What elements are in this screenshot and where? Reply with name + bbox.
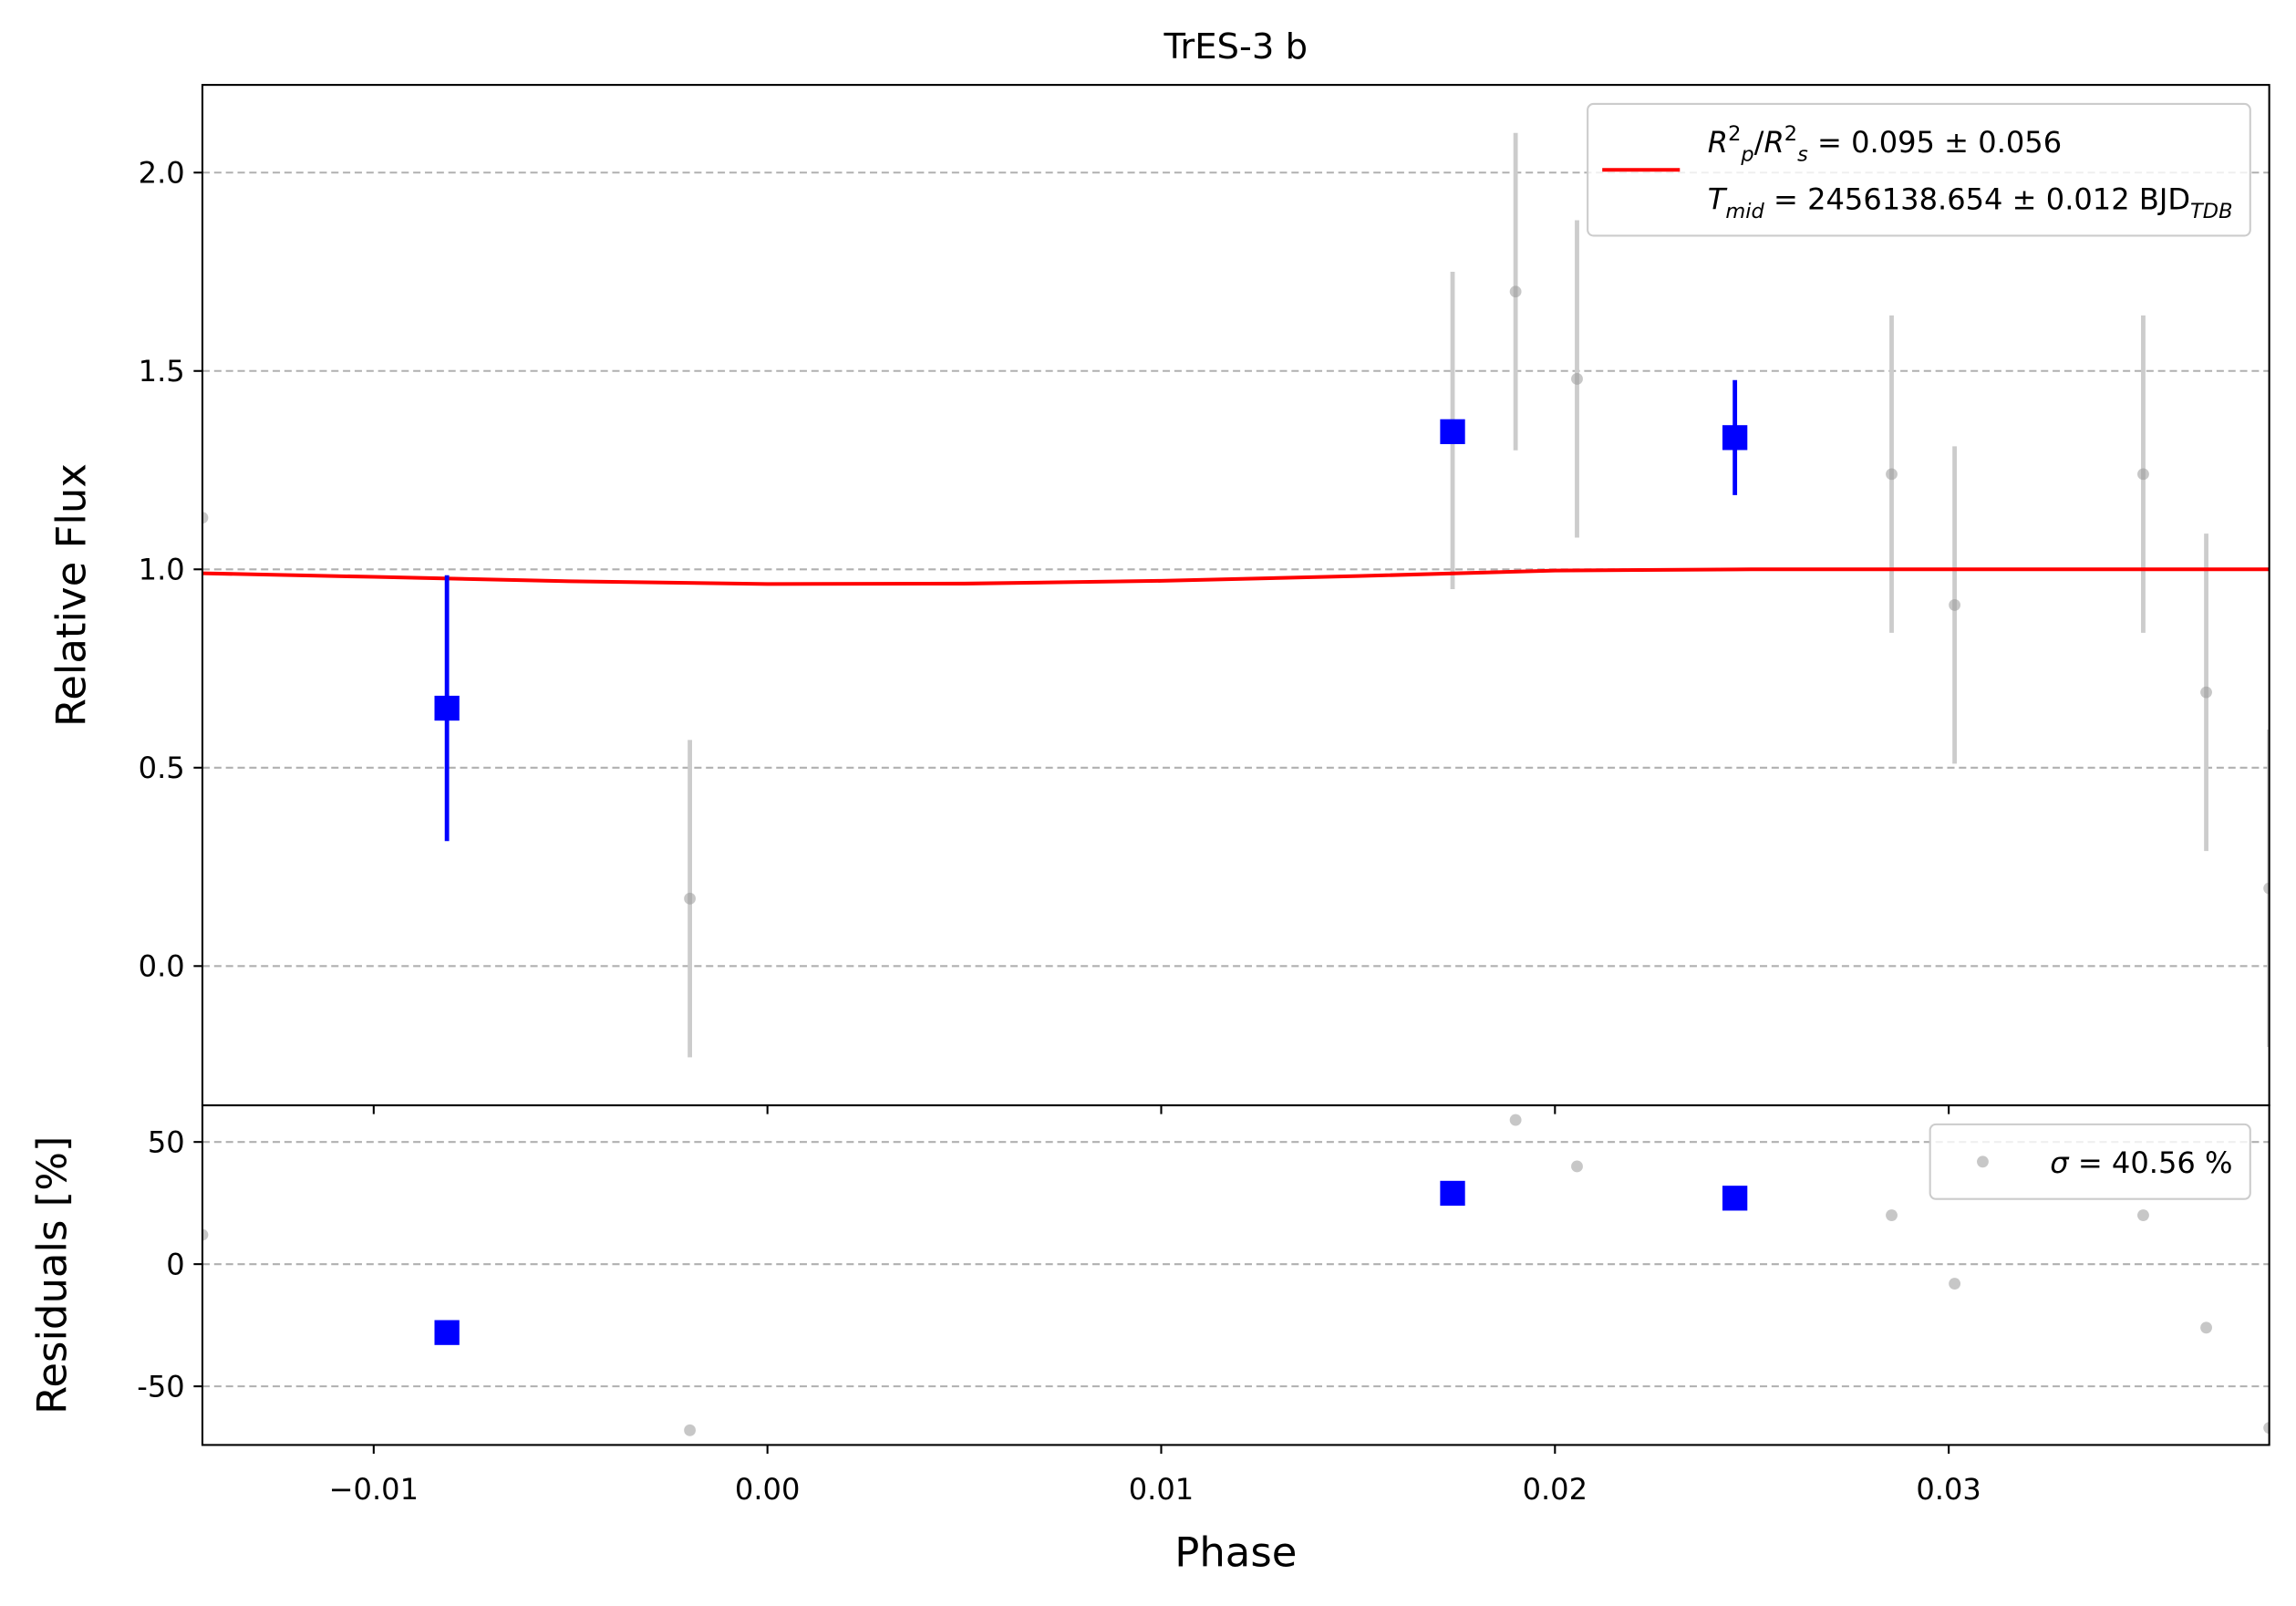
data-point (202, 1228, 209, 1241)
legend-text-run: mid (1725, 200, 1764, 223)
binned-point (434, 695, 460, 721)
data-point (2200, 1321, 2212, 1334)
data-point (1509, 285, 1522, 298)
legend-text-run: = 0.095 ± 0.056 (1808, 125, 2062, 160)
legend-text-run: R (1708, 125, 1728, 160)
binned-point (434, 1320, 460, 1345)
data-point (1886, 1209, 1898, 1221)
data-point (684, 892, 697, 905)
legend-box (1587, 102, 2251, 237)
legend: σ = 40.56 % (1929, 1123, 2251, 1200)
data-point (1571, 373, 1583, 385)
legend-label: σ = 40.56 % (2050, 1145, 2232, 1180)
data-point (684, 1424, 697, 1436)
binned-point (1440, 419, 1465, 444)
y-tick-label: 1.5 (139, 354, 185, 389)
y-tick-label: -50 (137, 1369, 184, 1404)
legend-text-run: s (1797, 143, 1808, 167)
data-point (2263, 1422, 2270, 1435)
binned-point (1440, 1180, 1465, 1207)
y-tick-label: 50 (148, 1124, 185, 1159)
x-axis-label: Phase (1174, 1528, 1297, 1577)
data-point (1886, 468, 1898, 481)
y-axis-label: Relative Flux (47, 463, 96, 727)
model-line (202, 567, 2270, 586)
legend-marker (1977, 1155, 1989, 1168)
x-tick-label: 0.03 (1916, 1472, 1981, 1507)
x-tick-label: 0.00 (735, 1472, 800, 1507)
axes-frame (201, 1103, 2270, 1446)
legend-text-run: = 40.56 % (2069, 1145, 2233, 1180)
legend-text-run: 2 (1728, 122, 1741, 146)
data-point (2137, 468, 2149, 481)
legend-text-run: σ (2050, 1145, 2070, 1180)
data-point (1949, 599, 1961, 611)
data-point (2137, 1209, 2149, 1221)
legend-text-run: p (1740, 143, 1753, 167)
y-tick-label: 0 (166, 1247, 184, 1281)
y-tick-label: 0.5 (139, 751, 185, 785)
binned-point (1722, 425, 1748, 451)
y-tick-label: 0.0 (139, 949, 185, 984)
y-tick-label: 1.0 (139, 553, 185, 587)
x-tick-label: −0.01 (329, 1472, 419, 1507)
plot-area (202, 132, 2270, 1058)
x-tick-label: 0.01 (1129, 1472, 1194, 1507)
data-point (2263, 882, 2270, 895)
binned-point (1722, 1186, 1748, 1211)
y-tick-label: 2.0 (139, 155, 185, 190)
data-point (1949, 1278, 1961, 1290)
legend-text-run: = 2456138.654 ± 0.012 BJD (1764, 182, 2190, 217)
legend-text-run: T (1708, 182, 1728, 217)
y-axis-label: Residuals [%] (28, 1136, 77, 1414)
data-point (202, 512, 209, 524)
data-point (2200, 686, 2212, 699)
legend-box (1929, 1123, 2251, 1200)
chart-title: TrES-3 b (1164, 26, 1308, 67)
legend-label: R2p/R2s = 0.095 ± 0.056 (1708, 122, 2062, 166)
plot-area (202, 1114, 2270, 1436)
x-tick-label: 0.02 (1523, 1472, 1588, 1507)
data-point (1571, 1160, 1583, 1173)
legend-text-run: / (1754, 125, 1764, 160)
data-point (1509, 1114, 1522, 1126)
legend-text-run: TDB (2190, 200, 2232, 223)
legend-text-run: R (1763, 125, 1784, 160)
legend-text-run: 2 (1784, 122, 1797, 146)
legend-label: Tmid = 2456138.654 ± 0.012 BJDTDB (1708, 182, 2233, 224)
